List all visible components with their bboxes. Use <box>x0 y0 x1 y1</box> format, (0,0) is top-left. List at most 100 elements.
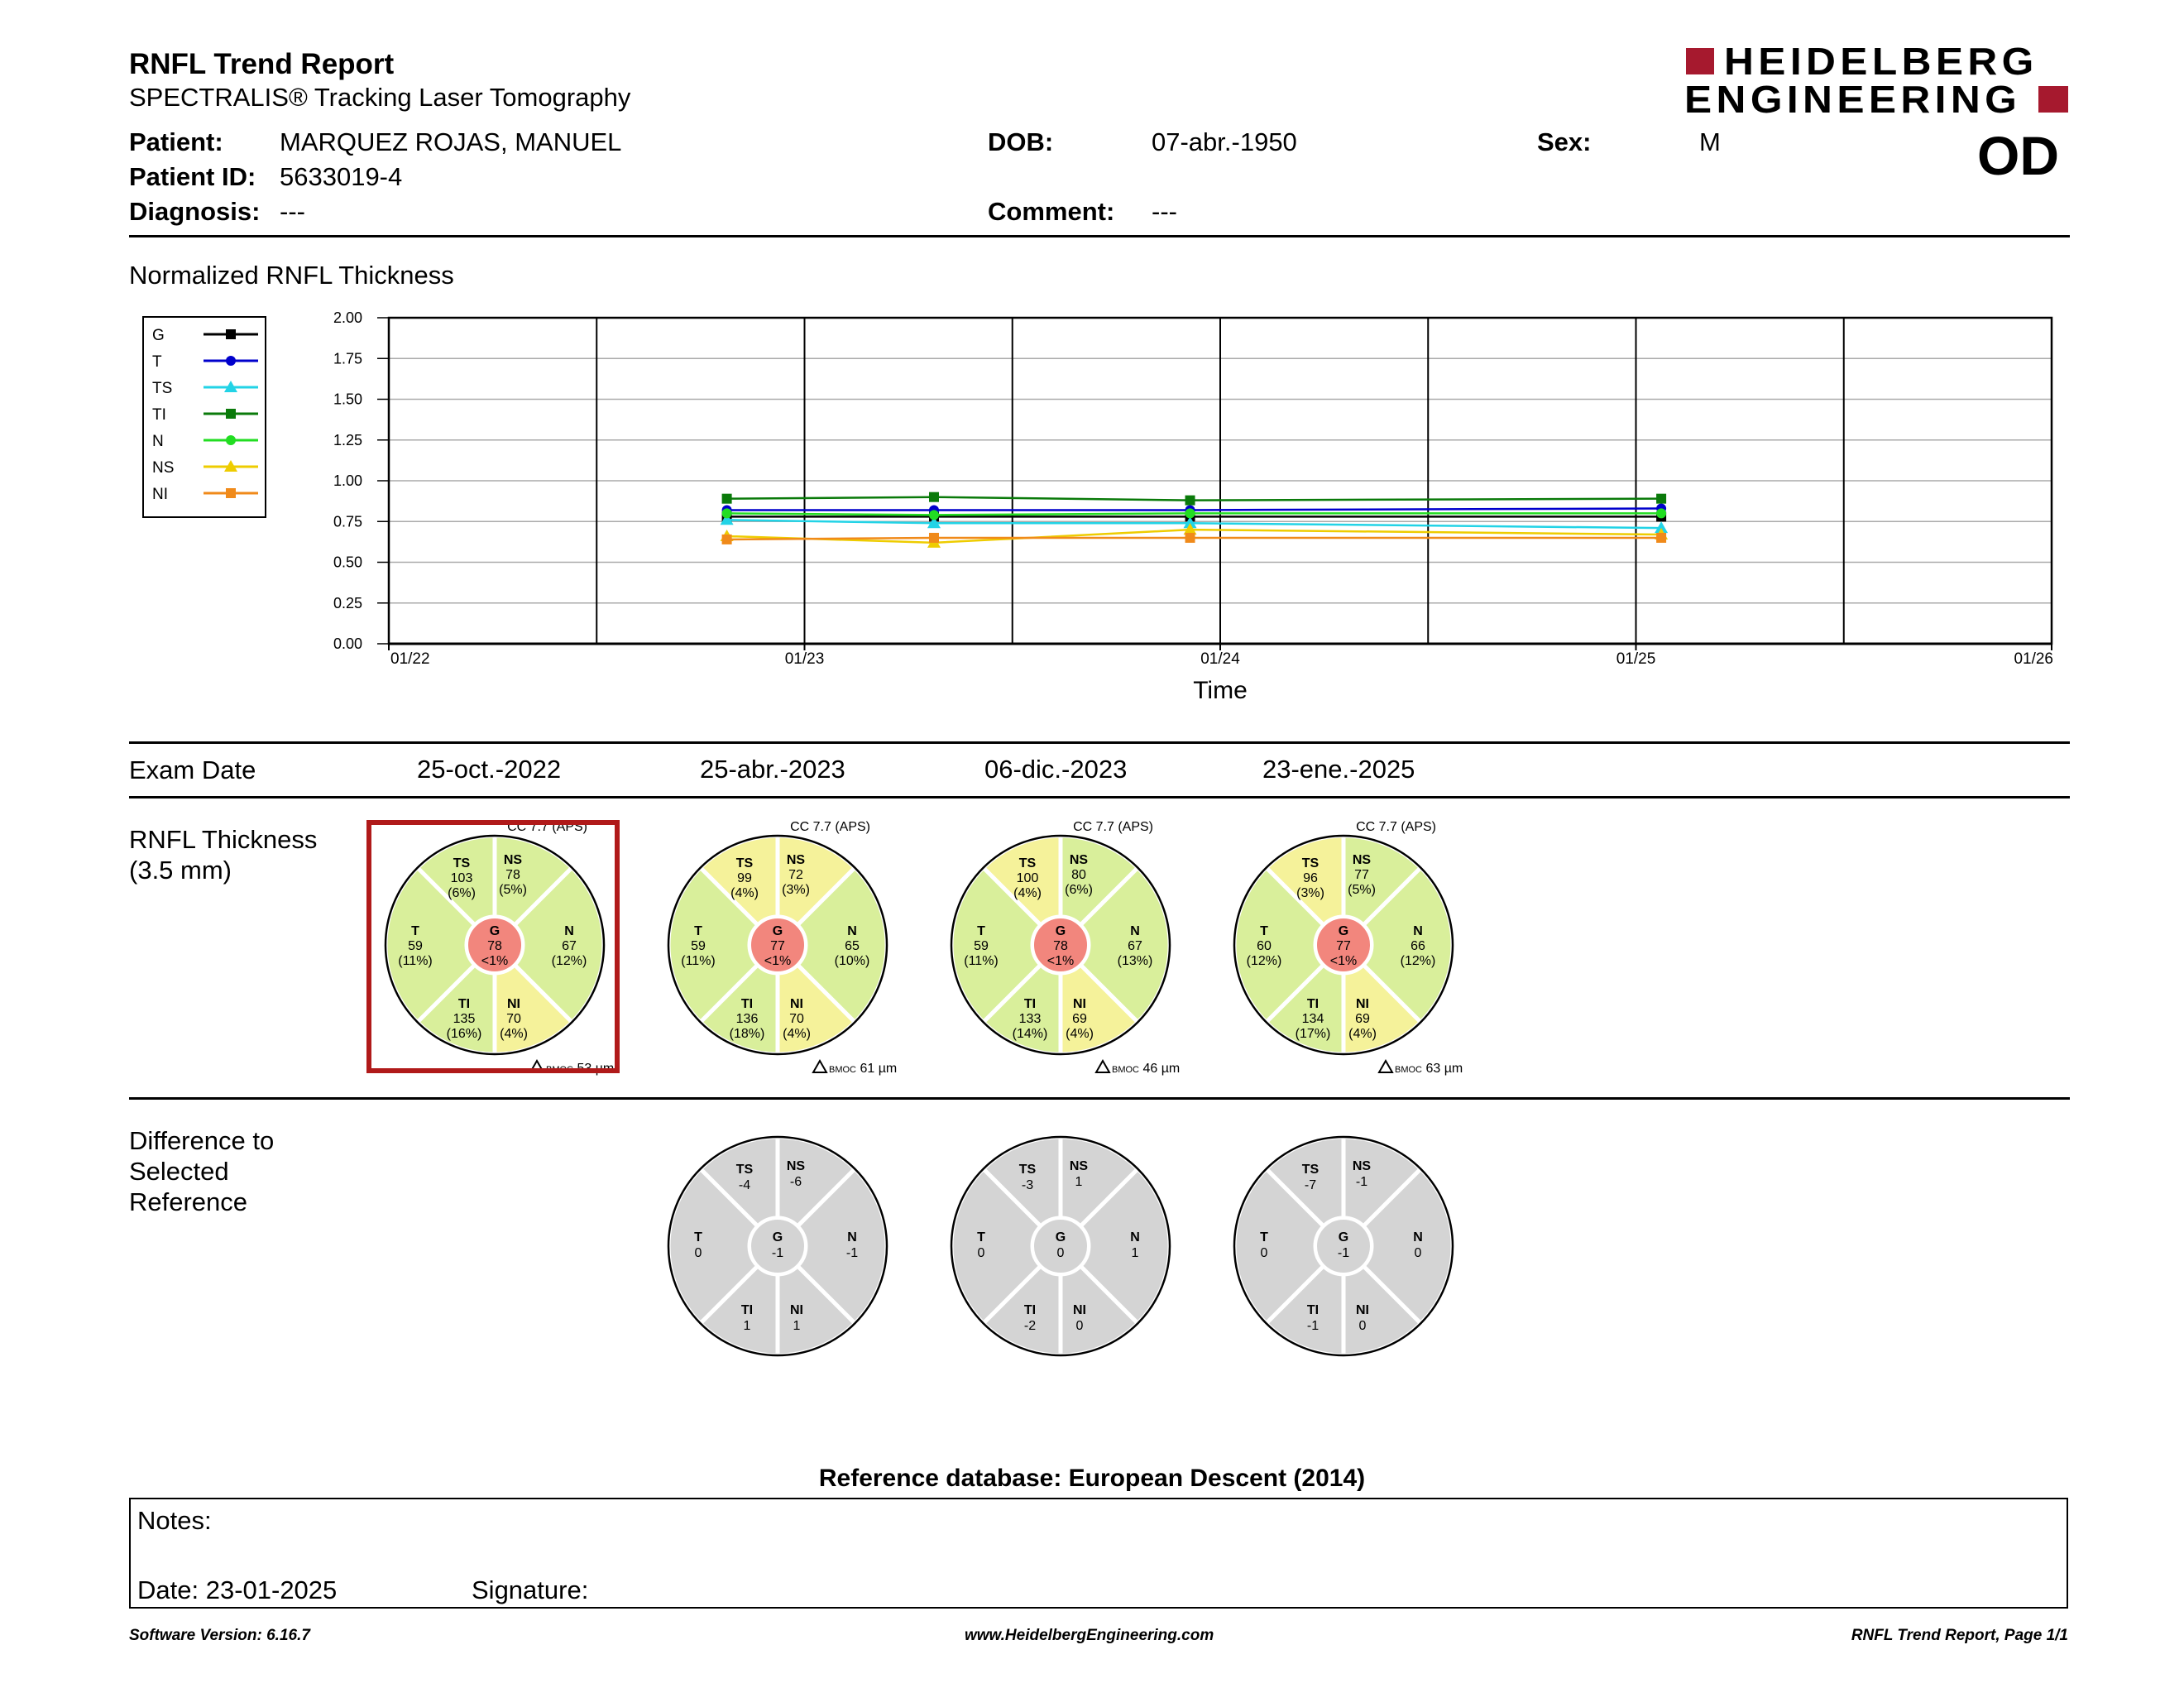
sector-label-ns: NS <box>1070 1159 1089 1173</box>
sector-label-ns: NS <box>787 853 806 867</box>
bmoc-label: BMOC 63 µm <box>1395 1062 1463 1076</box>
report-title: RNFL Trend Report <box>129 48 395 80</box>
sector-diff-ns: -1 <box>1356 1175 1367 1189</box>
reference-database: Reference database: European Descent (20… <box>818 1465 1366 1492</box>
sector-percentile-g: <1% <box>764 954 791 968</box>
legend-marker-ts <box>224 381 237 392</box>
y-tick-label: 1.25 <box>333 432 362 448</box>
sector-label-ti: TI <box>458 997 470 1011</box>
y-tick-label: 1.75 <box>333 350 362 367</box>
data-point-ts <box>1183 516 1197 529</box>
x-tick-label: 01/23 <box>785 650 825 668</box>
exam-date-label: Exam Date <box>129 755 256 784</box>
sector-label-t: T <box>694 924 702 938</box>
bmoc-abbrev: BMOC <box>829 1065 856 1075</box>
circle-outline <box>1233 1135 1454 1357</box>
notes-box: Notes: Date: 23-01-2025 Signature: <box>129 1498 2068 1609</box>
sector-label-ni: NI <box>790 1303 803 1317</box>
series-line-ts <box>726 519 1662 530</box>
sector-diff-ti: -1 <box>1307 1319 1319 1333</box>
sector-diff-ts: -3 <box>1022 1178 1033 1192</box>
sector-percentile-t: (12%) <box>1247 954 1282 968</box>
sector-value-n: 67 <box>1128 939 1142 953</box>
sector-percentile-ts: (4%) <box>730 886 759 900</box>
sector-percentile-n: (12%) <box>552 954 587 968</box>
sector-label-n: N <box>1130 924 1140 938</box>
sector-percentile-ti: (14%) <box>1013 1027 1048 1041</box>
patient-label: Patient: <box>129 127 223 156</box>
legend-marker-n <box>226 435 236 445</box>
data-point-n <box>1656 508 1667 519</box>
sector-value-ni: 69 <box>1072 1012 1087 1026</box>
data-point-n <box>1185 508 1195 519</box>
difference-circle-4: TS-7 NS -1 T 0 N 0 TI -1 NI 0 G -1 <box>1232 1134 1455 1358</box>
sector-value-g: 77 <box>1336 939 1351 953</box>
sector-g <box>1031 915 1090 975</box>
logo-square-top <box>1686 48 1714 74</box>
sector-label-g: G <box>490 924 500 938</box>
divider-dates <box>129 796 2070 798</box>
y-tick-label: 0.75 <box>333 513 362 530</box>
sector-percentile-ns: (5%) <box>499 883 527 897</box>
selected-reference-frame <box>366 820 620 1073</box>
difference-label-line2: Selected <box>129 1157 229 1186</box>
series-line-t <box>726 507 1662 511</box>
sector-value-g: 78 <box>487 939 502 953</box>
legend-marker-ti <box>226 409 236 419</box>
notes-date: Date: 23-01-2025 <box>137 1575 338 1604</box>
sector-percentile-t: (11%) <box>681 954 716 968</box>
sector-label-ti: TI <box>1024 997 1036 1011</box>
cc-label: CC 7.7 (APS) <box>1073 820 1153 834</box>
sector-value-n: 65 <box>845 939 860 953</box>
sector-diff-ni: 0 <box>1076 1319 1084 1333</box>
website-link[interactable]: www.HeidelbergEngineering.com <box>965 1627 1214 1644</box>
software-version: Software Version: 6.16.7 <box>129 1627 310 1644</box>
trend-chart: 0.00 0.25 0.50 0.75 1.00 1.25 1.50 1.75 2.00 01/2… <box>333 309 2053 704</box>
data-point-ti <box>1185 495 1195 506</box>
sector-percentile-ns: (5%) <box>1348 883 1376 897</box>
x-axis-label: Time <box>1193 677 1248 704</box>
series-line-ni <box>726 536 1662 541</box>
patient-id: 5633019-4 <box>280 162 403 191</box>
difference-label-line3: Reference <box>129 1187 248 1216</box>
rnfl-circle-3: TS100(4%)NS80(6%)T59(11%)N67(13%)TI133(1… <box>949 820 1180 1076</box>
sector-label-ts: TS <box>736 856 754 870</box>
legend-label-ns: NS <box>152 459 174 477</box>
sector-percentile-ts: (4%) <box>1013 886 1042 900</box>
notes-signature: Signature: <box>472 1575 589 1604</box>
exam-date-1: 25-oct.-2022 <box>417 755 562 784</box>
sector-label-ts: TS <box>736 1163 754 1177</box>
sector-value-g: 77 <box>770 939 785 953</box>
sector-value-ni: 69 <box>1355 1012 1370 1026</box>
sector-percentile-ti: (18%) <box>730 1027 765 1041</box>
sector-percentile-ti: (16%) <box>447 1027 482 1041</box>
rnfl-thickness-circles: TS103(6%)NS78(5%)T59(11%)N67(12%)TI135(1… <box>366 820 1463 1076</box>
sector-diff-n: -1 <box>846 1246 858 1260</box>
sector-diff-ni: 1 <box>793 1319 801 1333</box>
sector-label-ti: TI <box>1024 1303 1036 1317</box>
sector-value-g: 78 <box>1053 939 1068 953</box>
sector-value-ns: 72 <box>788 868 803 882</box>
sector-percentile-ni: (4%) <box>500 1027 528 1041</box>
rnfl-circle-1: TS103(6%)NS78(5%)T59(11%)N67(12%)TI135(1… <box>366 820 620 1076</box>
difference-circles: TS-4NS-6T0N-1TI1NI1G-1TS-3NS1T0N1TI-2NI0… <box>666 1134 1455 1358</box>
sector-percentile-ni: (4%) <box>783 1027 811 1041</box>
sector-label-ni: NI <box>790 997 803 1011</box>
sector-label-g: G <box>773 924 783 938</box>
data-point-ns <box>1183 523 1197 535</box>
bmoc-value: 63 µm <box>1422 1062 1463 1076</box>
data-point-ni <box>1185 532 1195 543</box>
divider-rnfl <box>129 1097 2070 1100</box>
sector-diff-g: 0 <box>1057 1246 1065 1260</box>
bmoc-abbrev: BMOC <box>1395 1065 1422 1075</box>
x-tick-label: 01/24 <box>1200 650 1240 668</box>
legend-marker-ns <box>224 460 237 472</box>
sector-g <box>465 915 524 975</box>
sector-percentile-n: (13%) <box>1118 954 1153 968</box>
data-point-ti <box>928 492 939 502</box>
circle-outline <box>1233 834 1454 1056</box>
circle-outline <box>950 834 1171 1056</box>
sector-diff-n: 0 <box>1415 1246 1422 1260</box>
sector-diff-t: 0 <box>978 1246 985 1260</box>
sector-percentile-ni: (4%) <box>1066 1027 1094 1041</box>
